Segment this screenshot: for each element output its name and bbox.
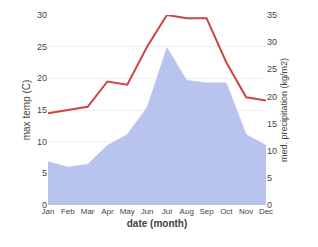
svg-text:Mar: Mar bbox=[81, 207, 95, 216]
svg-text:15: 15 bbox=[37, 105, 47, 115]
svg-text:Oct: Oct bbox=[220, 207, 233, 216]
svg-text:Jul: Jul bbox=[162, 207, 172, 216]
svg-text:30: 30 bbox=[267, 37, 277, 47]
svg-text:Feb: Feb bbox=[61, 207, 75, 216]
svg-text:0: 0 bbox=[267, 200, 272, 210]
svg-text:20: 20 bbox=[37, 73, 47, 83]
svg-text:0: 0 bbox=[42, 200, 47, 210]
svg-text:Jan: Jan bbox=[42, 207, 55, 216]
svg-text:Dec: Dec bbox=[259, 207, 273, 216]
svg-text:Aug: Aug bbox=[180, 207, 194, 216]
svg-text:max temp (C): max temp (C) bbox=[21, 80, 32, 141]
svg-text:Jun: Jun bbox=[141, 207, 154, 216]
svg-text:10: 10 bbox=[267, 146, 277, 156]
svg-text:5: 5 bbox=[42, 168, 47, 178]
svg-text:15: 15 bbox=[267, 119, 277, 129]
svg-text:Nov: Nov bbox=[239, 207, 253, 216]
svg-text:Apr: Apr bbox=[101, 207, 114, 216]
svg-text:5: 5 bbox=[267, 173, 272, 183]
svg-text:35: 35 bbox=[267, 10, 277, 20]
svg-text:20: 20 bbox=[267, 92, 277, 102]
svg-text:Sep: Sep bbox=[199, 207, 214, 216]
svg-text:30: 30 bbox=[37, 10, 47, 20]
svg-text:date (month): date (month) bbox=[127, 218, 188, 229]
svg-text:10: 10 bbox=[37, 137, 47, 147]
svg-text:25: 25 bbox=[267, 64, 277, 74]
svg-text:25: 25 bbox=[37, 42, 47, 52]
svg-text:May: May bbox=[120, 207, 135, 216]
svg-text:med. precipitation (kg/m2): med. precipitation (kg/m2) bbox=[279, 58, 289, 162]
